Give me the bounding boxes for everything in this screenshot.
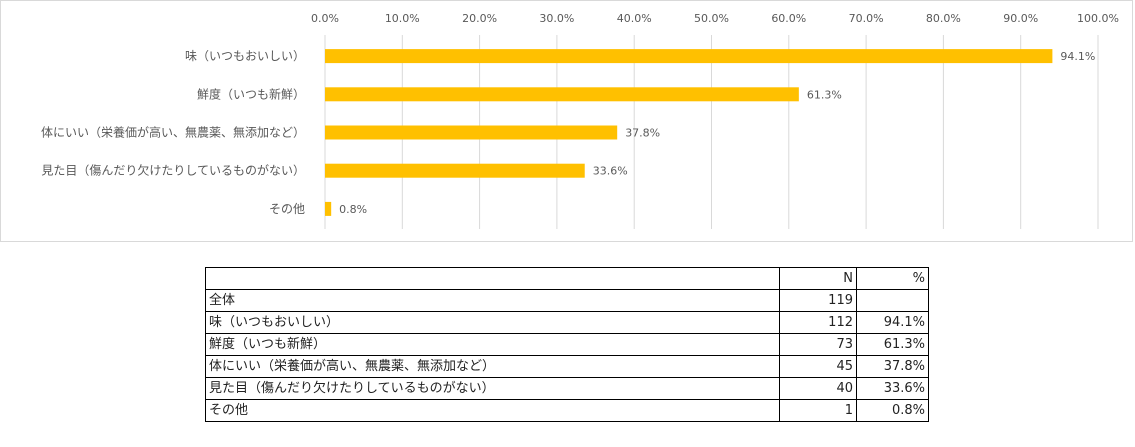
table-row: 見た目（傷んだり欠けたりしているものがない） 40 33.6% — [205, 377, 929, 400]
x-tick-label: 0.0% — [311, 12, 339, 25]
row-label: 体にいい（栄養価が高い、無農薬、無添加など） — [205, 355, 780, 378]
bar — [325, 125, 618, 140]
chart-container: 0.0% 10.0% 20.0% 30.0% 40.0% 50.0% 60.0% 70.0% 8… — [0, 0, 1133, 242]
row-label: その他 — [205, 399, 780, 422]
row-percent: 0.8% — [856, 399, 929, 422]
bar — [325, 163, 585, 178]
row-label: 鮮度（いつも新鮮） — [205, 333, 780, 356]
row-percent: 94.1% — [856, 311, 929, 334]
x-tick-label: 40.0% — [617, 12, 652, 25]
bar-chart: 0.0% 10.0% 20.0% 30.0% 40.0% 50.0% 60.0% 70.0% 8… — [41, 12, 1119, 229]
x-tick-label: 100.0% — [1077, 12, 1119, 25]
header-cell-percent: % — [856, 267, 929, 290]
x-tick-label: 80.0% — [926, 12, 961, 25]
bar — [325, 49, 1053, 64]
row-percent: 37.8% — [856, 355, 929, 378]
x-tick-label: 90.0% — [1003, 12, 1038, 25]
row-n: 73 — [779, 333, 857, 356]
header-cell-n: N — [779, 267, 857, 290]
category-label: 体にいい（栄養価が高い、無農薬、無添加など） — [41, 125, 305, 140]
row-label: 見た目（傷んだり欠けたりしているものがない） — [205, 377, 780, 400]
summary-table: N % 全体 119 味（いつもおいしい） 112 94.1% 鮮度（いつも新鮮… — [205, 267, 929, 422]
x-tick-label: 70.0% — [849, 12, 884, 25]
x-tick-label: 60.0% — [771, 12, 806, 25]
table-row: 味（いつもおいしい） 112 94.1% — [205, 311, 929, 334]
x-tick-label: 30.0% — [539, 12, 574, 25]
row-label: 味（いつもおいしい） — [205, 311, 780, 334]
row-percent: 61.3% — [856, 333, 929, 356]
table-row: その他 1 0.8% — [205, 399, 929, 422]
header-cell-label — [205, 267, 780, 290]
category-label: 見た目（傷んだり欠けたりしているものがない） — [41, 163, 305, 178]
x-tick-label: 10.0% — [385, 12, 420, 25]
table-header-row: N % — [205, 267, 929, 290]
row-n: 112 — [779, 311, 857, 334]
row-label: 全体 — [205, 289, 780, 312]
data-label: 0.8% — [339, 203, 367, 216]
category-label: 鮮度（いつも新鮮） — [197, 86, 305, 101]
data-label: 33.6% — [593, 165, 628, 178]
bar — [325, 201, 332, 216]
table-row: 鮮度（いつも新鮮） 73 61.3% — [205, 333, 929, 356]
table-row: 全体 119 — [205, 289, 929, 312]
data-label: 94.1% — [1060, 50, 1095, 63]
table-row: 体にいい（栄養価が高い、無農薬、無添加など） 45 37.8% — [205, 355, 929, 378]
category-label: その他 — [269, 202, 305, 216]
x-tick-label: 20.0% — [462, 12, 497, 25]
data-label: 61.3% — [807, 88, 842, 101]
row-n: 40 — [779, 377, 857, 400]
category-label: 味（いつもおいしい） — [185, 49, 305, 63]
row-percent: 33.6% — [856, 377, 929, 400]
row-n: 1 — [779, 399, 857, 422]
row-n: 45 — [779, 355, 857, 378]
data-label: 37.8% — [625, 127, 660, 140]
x-tick-label: 50.0% — [694, 12, 729, 25]
row-n: 119 — [779, 289, 857, 312]
row-percent — [856, 289, 929, 312]
bar — [325, 87, 799, 102]
